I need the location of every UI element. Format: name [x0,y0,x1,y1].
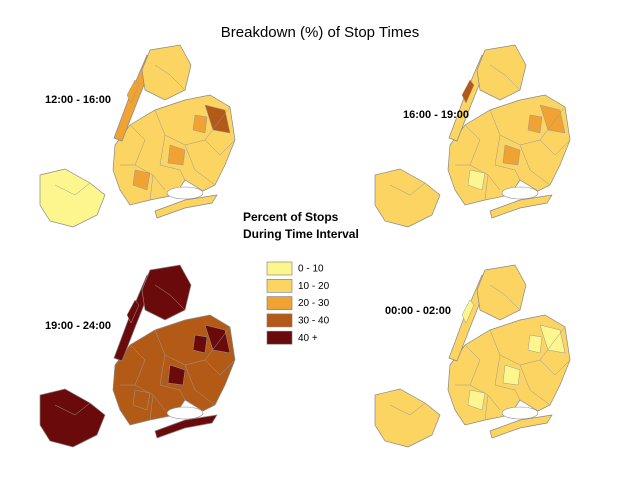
borough [39,388,106,448]
jamaica-bay [501,406,539,420]
precinct-border [494,354,521,401]
precinct [132,389,151,411]
jamaica-bay [166,186,204,200]
legend-title: During Time Interval [243,227,359,241]
precinct-border [159,354,186,401]
precinct [467,389,486,411]
legend-label: 10 - 20 [298,281,330,292]
precinct [527,114,543,134]
precinct-border [184,144,216,186]
legend-label: 20 - 30 [298,298,330,309]
borough [489,194,553,219]
title: Breakdown (%) of Stop Times [221,24,419,41]
jamaica-bay [166,406,204,420]
legend-swatch [266,330,293,345]
borough [374,168,441,228]
legend-label: 0 - 10 [298,264,324,275]
panel-label: 16:00 - 19:00 [403,109,469,121]
precinct-border [154,64,186,91]
borough [374,388,441,448]
precinct [167,364,186,386]
precinct [467,169,486,191]
precinct [527,334,543,354]
precinct-border [489,64,521,91]
map-panel [39,264,236,448]
precinct-border [154,284,186,311]
borough [154,194,218,219]
jamaica-bay [501,186,539,200]
precinct [539,104,566,134]
precinct-border [204,359,236,376]
precinct [132,169,151,191]
panel-label: 19:00 - 24:00 [45,320,111,332]
precinct [502,364,521,386]
precinct [461,79,475,104]
panel-label: 00:00 - 02:00 [385,305,451,317]
precinct-border [152,174,166,191]
precinct [204,104,231,134]
precinct [167,144,186,166]
precinct-border [204,139,236,156]
precinct-border [539,359,571,376]
precinct-border [54,182,91,196]
precinct [126,299,140,324]
precinct-border [152,394,166,411]
precinct [461,299,475,324]
precinct [192,334,208,354]
legend-swatch [266,296,293,310]
precinct-border [487,174,501,191]
borough [154,414,218,439]
precinct-border [519,144,551,186]
precinct [126,79,140,104]
borough [39,168,106,228]
precinct-border [489,284,521,311]
precinct-border [54,402,91,416]
precinct-border [159,134,186,181]
precinct-border [184,364,216,406]
legend-swatch [266,261,293,276]
precinct-border [389,182,426,196]
precinct [502,144,521,166]
precinct-border [389,402,426,416]
legend-label: 30 - 40 [298,316,330,327]
legend-swatch [266,278,293,293]
precinct-border [487,394,501,411]
borough [489,414,553,439]
map-panel [374,44,571,228]
legend-label: 40 + [298,333,318,344]
legend-swatch [266,313,293,328]
precinct-border [539,139,571,156]
precinct [204,324,231,354]
legend-title: Percent of Stops [243,210,339,224]
precinct [192,114,208,134]
panel-label: 12:00 - 16:00 [45,94,111,106]
precinct-border [494,134,521,181]
precinct [539,324,566,354]
map-panel [374,264,571,448]
map-panel [39,44,236,228]
precinct-border [519,364,551,406]
